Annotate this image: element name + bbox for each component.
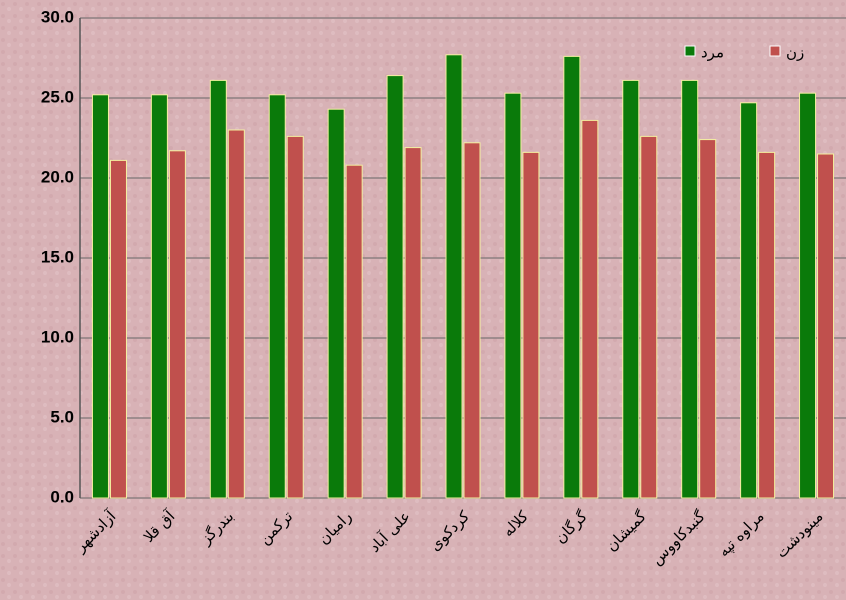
- bar: [345, 164, 363, 499]
- bar: [109, 159, 127, 499]
- bar: [445, 54, 463, 499]
- y-tick-label: 5.0: [50, 407, 74, 426]
- y-tick-label: 15.0: [41, 247, 74, 266]
- y-tick-label: 0.0: [50, 487, 74, 506]
- bar: [563, 55, 581, 499]
- bar: [640, 135, 658, 499]
- bar: [150, 94, 168, 499]
- bar: [327, 108, 345, 499]
- bar: [699, 139, 717, 499]
- bar: [799, 92, 817, 499]
- bar: [817, 153, 835, 499]
- bar: [386, 75, 404, 499]
- y-tick-label: 10.0: [41, 327, 74, 346]
- bar: [522, 151, 540, 499]
- y-tick-label: 20.0: [41, 167, 74, 186]
- bar: [622, 79, 640, 499]
- bar: [227, 129, 245, 499]
- bar: [581, 119, 599, 499]
- y-tick-label: 30.0: [41, 7, 74, 26]
- legend-label: زن: [786, 44, 804, 62]
- bar: [504, 92, 522, 499]
- bar: [404, 147, 422, 499]
- bar: [209, 79, 227, 499]
- y-tick-label: 25.0: [41, 87, 74, 106]
- bar: [286, 135, 304, 499]
- bar: [463, 142, 481, 499]
- bar: [758, 151, 776, 499]
- bar: [268, 94, 286, 499]
- bar: [740, 102, 758, 499]
- legend-swatch: [684, 45, 696, 57]
- bar: [168, 150, 186, 499]
- bar: [91, 94, 109, 499]
- legend-swatch: [769, 45, 781, 57]
- legend-label: مرد: [701, 44, 724, 62]
- bar: [681, 79, 699, 499]
